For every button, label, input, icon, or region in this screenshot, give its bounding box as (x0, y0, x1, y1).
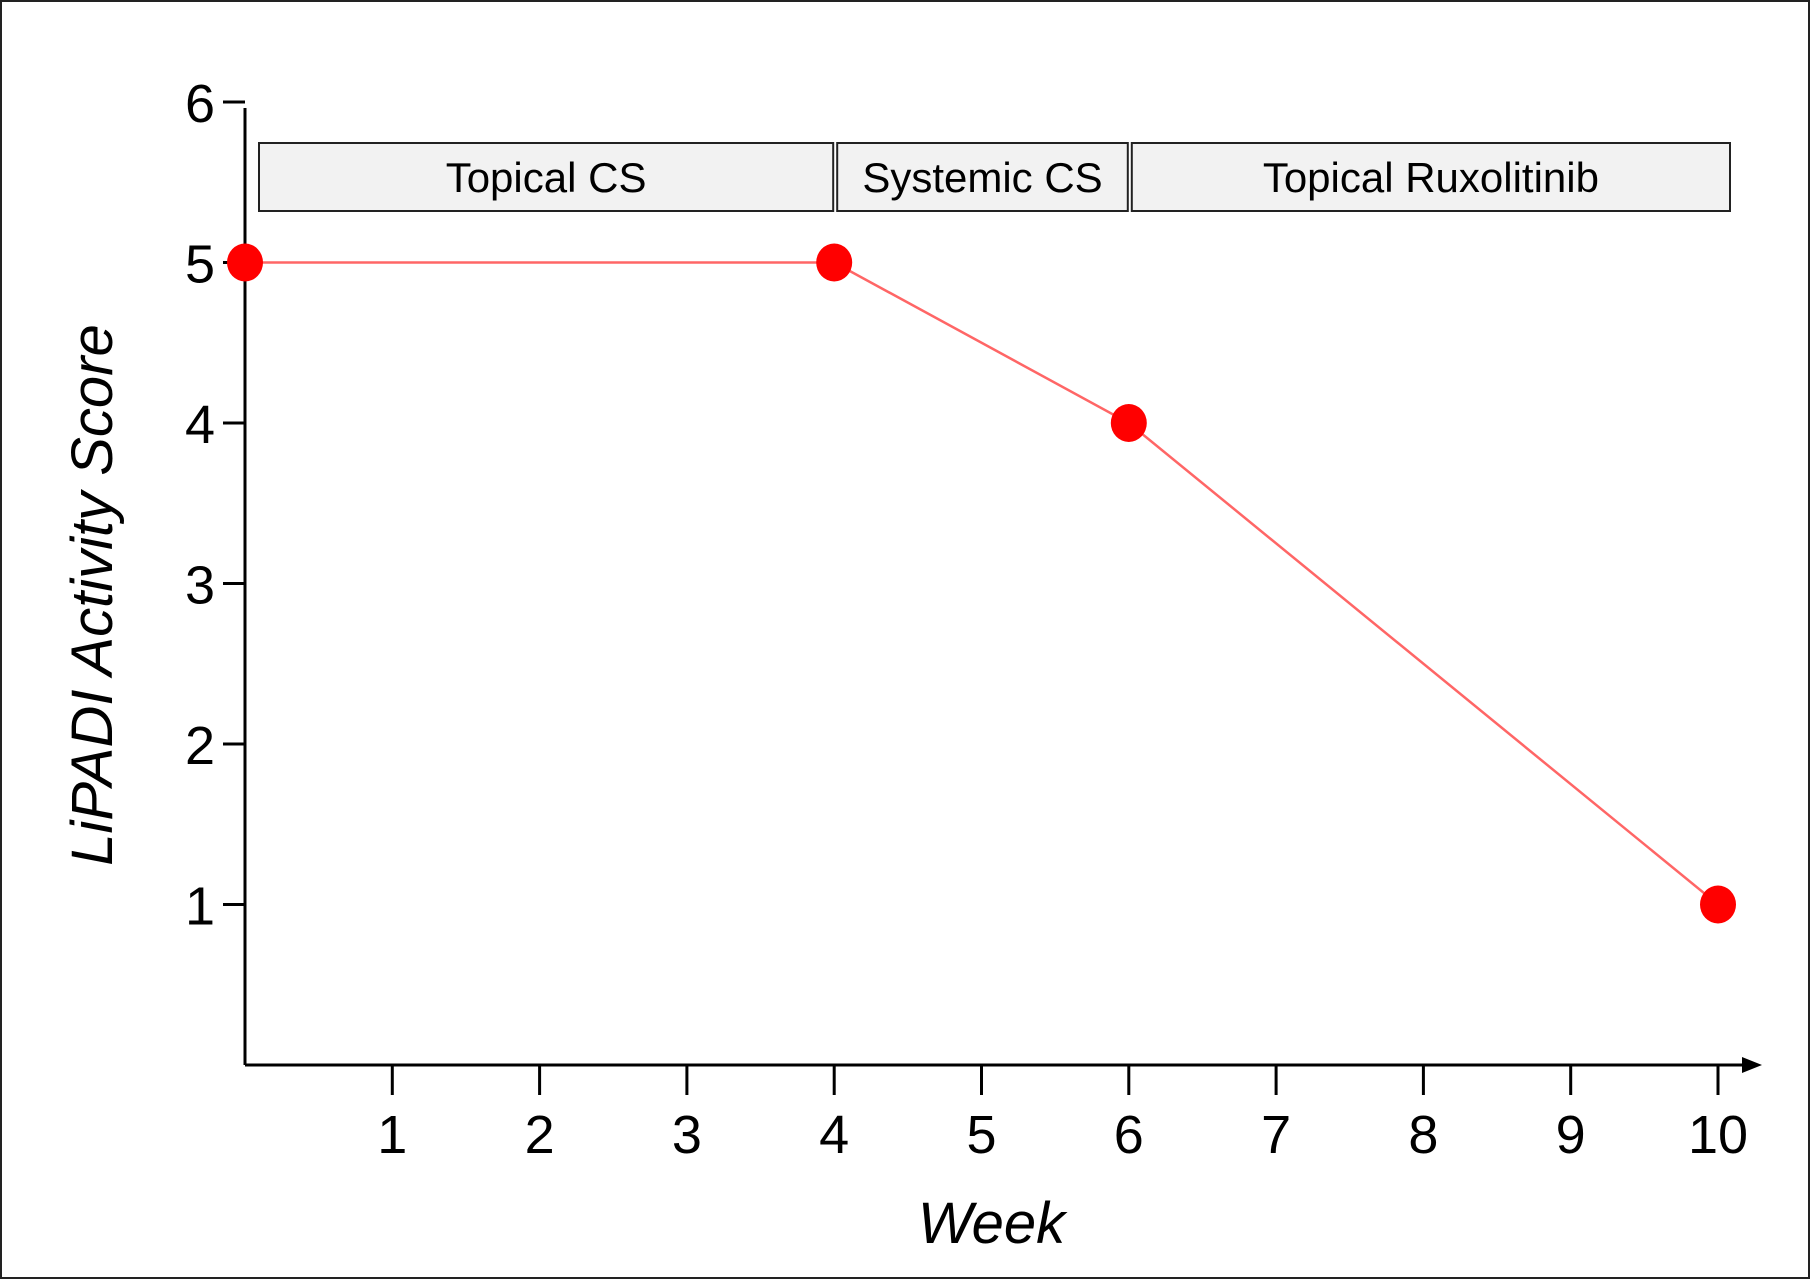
phase-bar (258, 142, 835, 212)
x-tick-label: 1 (377, 1105, 407, 1165)
y-tick-label: 2 (185, 716, 215, 776)
x-tick-label: 9 (1556, 1105, 1586, 1165)
y-tick-label: 3 (185, 556, 215, 616)
x-tick-label: 6 (1114, 1105, 1144, 1165)
y-tick-label: 1 (185, 877, 215, 937)
data-point (1110, 404, 1147, 442)
treatment-phase-bars: Topical CS Systemic CS Topical Ruxolitinib (258, 142, 1732, 212)
x-tick-label: 5 (966, 1105, 996, 1165)
y-tick-label: 4 (185, 395, 215, 455)
phase-label: Topical CS (446, 154, 647, 201)
x-axis-title: Week (918, 1191, 1068, 1256)
x-tick-label: 8 (1408, 1105, 1438, 1165)
data-point (1700, 885, 1736, 924)
x-tick-label: 4 (819, 1105, 849, 1165)
data-point (227, 243, 263, 282)
x-tick-label: 10 (1688, 1105, 1748, 1165)
phase-label: Systemic CS (862, 154, 1102, 201)
x-tick-label: 3 (672, 1105, 702, 1165)
phase-label: Topical Ruxolitinib (1263, 154, 1599, 201)
axes (243, 108, 1762, 1073)
y-tick-label: 6 (185, 74, 215, 134)
x-tick-label: 2 (525, 1105, 555, 1165)
x-tick-label: 7 (1261, 1105, 1291, 1165)
series-line (245, 261, 1719, 906)
data-series (227, 243, 1736, 924)
y-axis-ticks: 1 2 3 4 5 6 (185, 74, 245, 937)
x-axis-arrow (1742, 1057, 1762, 1073)
y-tick-label: 5 (185, 235, 215, 295)
y-axis-title: LiPADI Activity Score (60, 324, 125, 865)
phase-bar (1130, 142, 1732, 212)
phase-bar (836, 142, 1129, 212)
data-point (816, 243, 853, 282)
x-axis-ticks: 1 2 3 4 5 6 7 8 9 10 (377, 1065, 1748, 1165)
